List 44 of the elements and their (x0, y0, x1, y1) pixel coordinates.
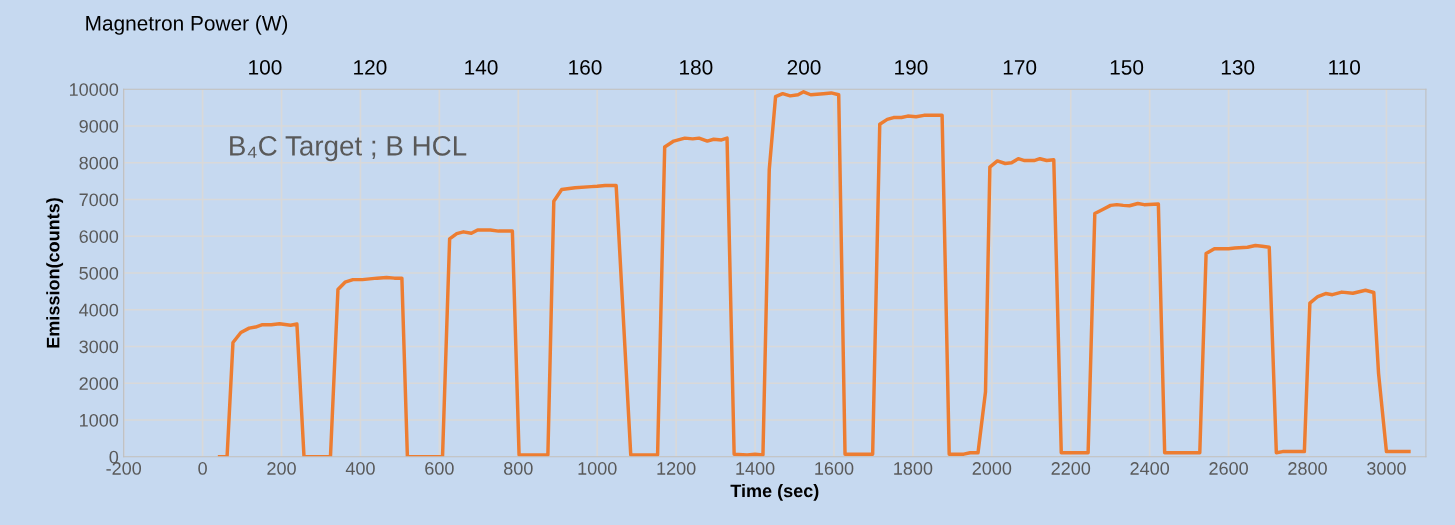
line-series (217, 90, 1411, 457)
x-tick-label: 2400 (1130, 462, 1170, 475)
y-tick-label: 0 (109, 450, 119, 464)
text: 180 (680, 60, 713, 75)
y-tick-label: 8000 (79, 156, 119, 170)
text: 110 (1329, 60, 1361, 75)
y-tick-label: 7000 (79, 193, 119, 207)
y-tick-label: 10000 (69, 83, 119, 96)
y-tick-label: 5000 (79, 266, 119, 280)
text: Magnetron Power (W) (86, 15, 288, 35)
x-tick-label: 2000 (972, 462, 1012, 475)
x-tick-label: 1000 (578, 462, 617, 475)
text: 140 (465, 60, 498, 75)
x-tick-label: 1200 (657, 462, 696, 475)
x-tick-label: 600 (425, 462, 454, 475)
x-tick-label: 400 (345, 462, 375, 475)
text: 200 (787, 60, 821, 75)
text: 100 (249, 60, 282, 75)
x-tick-label: 2600 (1209, 462, 1248, 475)
x-tick-label: 0 (198, 462, 207, 475)
annotation: B₄C Target ; B HCL (230, 136, 467, 162)
x-axis-title: Time (sec) (730, 484, 819, 501)
y-tick-label: 2000 (79, 377, 119, 390)
text: 190 (895, 60, 928, 75)
y-tick-label: 1000 (80, 413, 119, 427)
y-tick-label: 3000 (79, 340, 119, 354)
x-tick-label: 2200 (1051, 462, 1091, 475)
x-tick-label: 1600 (815, 462, 854, 475)
x-tick-label: 800 (504, 462, 533, 475)
x-tick-label: 200 (267, 462, 296, 475)
text: 170 (1003, 60, 1037, 75)
y-axis-title: Emission(counts) (46, 198, 64, 348)
x-tick-label: 1800 (894, 462, 933, 475)
text: 160 (569, 60, 602, 75)
x-tick-label: -200 (106, 462, 142, 475)
y-tick-label: 4000 (79, 303, 119, 317)
text: 150 (1110, 60, 1144, 75)
text: 130 (1221, 60, 1255, 75)
y-tick-label: 6000 (79, 230, 119, 243)
x-tick-label: 3000 (1367, 462, 1406, 475)
x-tick-label: 2800 (1288, 462, 1327, 475)
y-tick-label: 9000 (79, 119, 119, 133)
x-tick-label: 1400 (736, 462, 775, 475)
text: 120 (354, 60, 387, 75)
